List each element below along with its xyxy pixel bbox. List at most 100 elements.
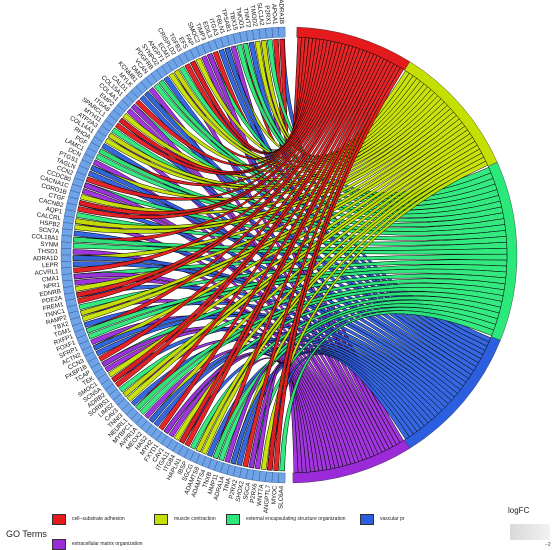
gene-label: ADRA1D	[33, 255, 59, 262]
gene-label: FREM1	[42, 301, 65, 312]
gene-tick	[72, 322, 85, 333]
gene-tick	[65, 298, 77, 308]
gene-tick	[252, 28, 261, 41]
legend-label: cell−substrate adhesion	[72, 516, 125, 522]
gene-ticks	[60, 26, 286, 484]
gene-tick	[60, 254, 72, 262]
gene-tick	[220, 462, 230, 475]
gene-tick	[214, 460, 224, 473]
chord-link	[118, 278, 506, 393]
gene-tick	[78, 340, 92, 351]
chord-link	[189, 38, 317, 154]
chord-link	[135, 39, 328, 167]
chord-link	[158, 56, 385, 431]
gene-tick	[150, 69, 163, 82]
gene-tick	[258, 470, 267, 482]
chord-link	[118, 40, 332, 174]
chord-link	[92, 125, 468, 351]
gene-labels: ADRA1BAPOA1P2RX1SLC1A2TMOD2TNNT2TMOD1TBX…	[31, 0, 285, 513]
gene-tick	[172, 442, 184, 455]
gene-tick	[239, 30, 249, 43]
chord-link	[77, 44, 350, 219]
gene-tick	[63, 286, 75, 295]
gene-tick	[189, 46, 201, 59]
logfc-colorbar	[510, 524, 550, 540]
gene-tick	[87, 357, 100, 369]
chord-link	[266, 65, 401, 471]
gene-tick	[97, 125, 110, 137]
gene-tick	[201, 456, 212, 469]
legend: GO Terms cell−substrate adhesion muscle …	[0, 503, 554, 550]
gene-tick	[108, 388, 122, 401]
gene-tick	[195, 43, 207, 57]
chord-link	[78, 259, 508, 311]
gene-tick	[183, 448, 195, 461]
gene-tick	[93, 368, 107, 380]
chord-link	[135, 283, 505, 411]
gene-tick	[70, 183, 83, 194]
gene-label: LEPR	[42, 262, 59, 270]
gene-tick	[155, 431, 168, 445]
gene-tick	[62, 279, 74, 288]
legend-swatch	[52, 513, 66, 525]
gene-tick	[65, 202, 77, 212]
chord-link	[90, 98, 445, 201]
gene-label: HSPB2	[39, 219, 61, 229]
gene-tick	[161, 62, 173, 75]
gene-tick	[226, 464, 236, 477]
gene-tick	[61, 267, 73, 275]
gene-label: ADRA1B	[277, 0, 285, 24]
gene-label: SHOX2	[235, 480, 246, 503]
gene-tick	[68, 310, 81, 320]
gene-tick	[76, 165, 89, 176]
gene-tick	[60, 241, 72, 249]
gene-label: CMA1	[42, 275, 60, 284]
gene-tick	[155, 65, 168, 79]
gene-tick	[81, 153, 94, 165]
chord-link	[184, 60, 391, 447]
gene-label: ANGPTL7	[263, 484, 273, 513]
gene-tick	[166, 58, 179, 72]
chord-link	[72, 111, 457, 261]
gene-label: CTGF	[48, 192, 66, 203]
legend-item-external-encapsulating: external encapsulating structure organiz…	[226, 513, 346, 525]
chord-link	[98, 51, 371, 362]
gene-label: SCN7A	[38, 226, 60, 235]
gene-label: EFS	[177, 36, 189, 50]
gene-label: TBX15	[228, 11, 239, 32]
logfc-title: logFC	[508, 506, 530, 515]
gene-label: PDE2A	[41, 294, 63, 305]
gene-tick	[150, 428, 163, 441]
gene-label: SLC6A4	[278, 485, 286, 509]
gene-label: TMOD1	[234, 7, 245, 30]
chord-link	[242, 63, 398, 468]
chord-link	[78, 43, 346, 215]
gene-label: TBX2	[53, 320, 70, 331]
chord-link	[98, 41, 339, 187]
chord-link	[130, 332, 436, 421]
gene-tick	[60, 248, 72, 256]
gene-tick	[135, 81, 148, 94]
legend-title: GO Terms	[6, 529, 47, 539]
chord-link	[126, 137, 476, 402]
gene-tick	[232, 466, 242, 478]
gene-tick	[145, 424, 158, 437]
gene-tick	[76, 334, 89, 345]
gene-tick	[265, 471, 273, 483]
gene-tick	[135, 416, 148, 429]
gene-tick	[140, 420, 153, 433]
chord-link	[179, 58, 388, 444]
gene-tick	[101, 378, 114, 391]
legend-swatch	[52, 538, 66, 550]
chord-link	[85, 49, 368, 334]
gene-label: TNNC1	[44, 308, 66, 320]
gene-tick	[178, 445, 190, 458]
chord-link	[230, 156, 487, 465]
gene-tick	[258, 28, 267, 40]
gene-label: AQP1	[45, 206, 63, 216]
gene-tick	[104, 114, 118, 127]
gene-tick	[117, 398, 130, 411]
gene-tick	[166, 438, 179, 452]
gene-tick	[278, 472, 286, 484]
chord-link	[114, 53, 378, 388]
